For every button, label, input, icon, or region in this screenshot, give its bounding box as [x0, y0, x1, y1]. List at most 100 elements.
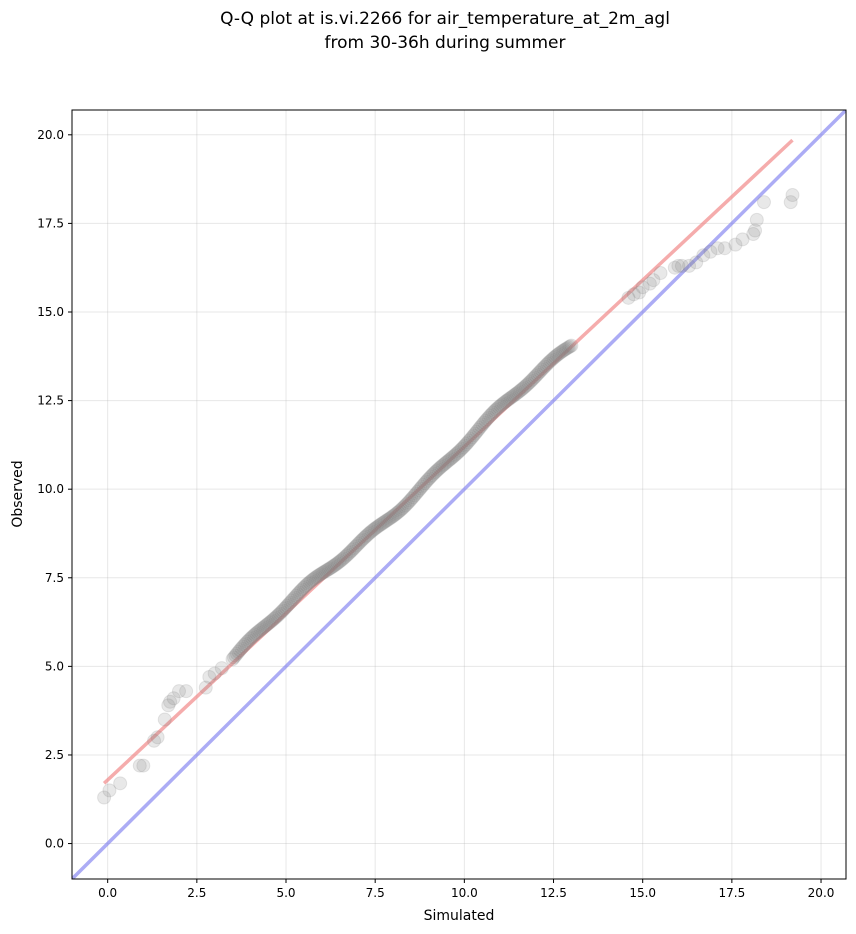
data-point [748, 223, 763, 238]
data-point [524, 373, 539, 388]
data-point [314, 566, 329, 581]
data-point [438, 456, 453, 471]
data-point [292, 585, 307, 600]
data-point [488, 402, 503, 417]
data-point [395, 501, 410, 516]
data-point [431, 462, 446, 477]
data-point [157, 712, 172, 727]
data-point [371, 518, 386, 533]
data-point [459, 437, 474, 452]
data-point [502, 391, 517, 406]
data-point [432, 461, 447, 476]
data-point [493, 398, 508, 413]
data-point [278, 600, 293, 615]
data-point [511, 385, 526, 400]
data-point [417, 476, 432, 491]
data-point [414, 479, 429, 494]
data-point [296, 580, 311, 595]
data-point [469, 424, 484, 439]
fit-line [102, 138, 794, 785]
data-point [391, 505, 406, 520]
data-point [480, 412, 495, 427]
data-point [342, 545, 357, 560]
data-point [346, 541, 361, 556]
y-tick-label: 2.5 [45, 748, 64, 762]
data-point [326, 559, 341, 574]
data-point [434, 459, 449, 474]
data-point [202, 670, 217, 685]
data-point [447, 448, 462, 463]
data-point [389, 506, 404, 521]
data-point [363, 525, 378, 540]
data-point [330, 556, 345, 571]
data-point [268, 610, 283, 625]
data-point [783, 195, 798, 210]
data-point [450, 445, 465, 460]
y-tick-label: 7.5 [45, 571, 64, 585]
data-point [308, 570, 323, 585]
data-point [136, 758, 151, 773]
data-point [735, 232, 750, 247]
data-point [530, 367, 545, 382]
data-point [237, 637, 252, 652]
data-point [543, 353, 558, 368]
data-point [558, 342, 573, 357]
data-point [497, 395, 512, 410]
data-point [179, 684, 194, 699]
data-point [671, 258, 686, 273]
data-point [406, 490, 421, 505]
data-point [258, 619, 273, 634]
data-point [388, 507, 403, 522]
data-point [244, 630, 259, 645]
x-tick-label: 12.5 [540, 886, 567, 900]
data-point [333, 553, 348, 568]
data-point [564, 338, 579, 353]
data-point [533, 364, 548, 379]
data-point [249, 626, 264, 641]
data-point [259, 618, 274, 633]
grid-lines [72, 110, 846, 879]
x-tick-label: 17.5 [719, 886, 746, 900]
data-point [400, 496, 415, 511]
data-point [445, 449, 460, 464]
data-point [419, 474, 434, 489]
data-point [385, 509, 400, 524]
data-point [496, 396, 511, 411]
data-point [462, 433, 477, 448]
data-point [703, 244, 718, 259]
data-point [555, 344, 570, 359]
y-tick-label: 15.0 [37, 305, 64, 319]
data-point [132, 758, 147, 773]
x-tick-label: 15.0 [629, 886, 656, 900]
reference-lines [72, 110, 846, 879]
data-point [261, 616, 276, 631]
data-point [559, 341, 574, 356]
data-point [311, 568, 326, 583]
data-point [460, 435, 475, 450]
data-point [263, 614, 278, 629]
data-point [416, 477, 431, 492]
data-point [635, 280, 650, 295]
data-point [468, 426, 483, 441]
data-point [361, 526, 376, 541]
data-point [528, 368, 543, 383]
data-point [626, 287, 641, 302]
data-point [161, 698, 176, 713]
data-point [241, 633, 256, 648]
data-point [710, 241, 725, 256]
data-point [256, 620, 271, 635]
data-point [478, 413, 493, 428]
data-point [443, 452, 458, 467]
data-point [717, 241, 732, 256]
y-axis-label: Observed [10, 460, 26, 527]
data-point [508, 387, 523, 402]
y-tick-label: 20.0 [37, 128, 64, 142]
data-point [253, 622, 268, 637]
data-point [540, 356, 555, 371]
x-tick-label: 20.0 [808, 886, 835, 900]
data-point [380, 512, 395, 527]
data-point [506, 388, 521, 403]
data-point [519, 377, 534, 392]
data-point [537, 359, 552, 374]
data-point [97, 790, 112, 805]
